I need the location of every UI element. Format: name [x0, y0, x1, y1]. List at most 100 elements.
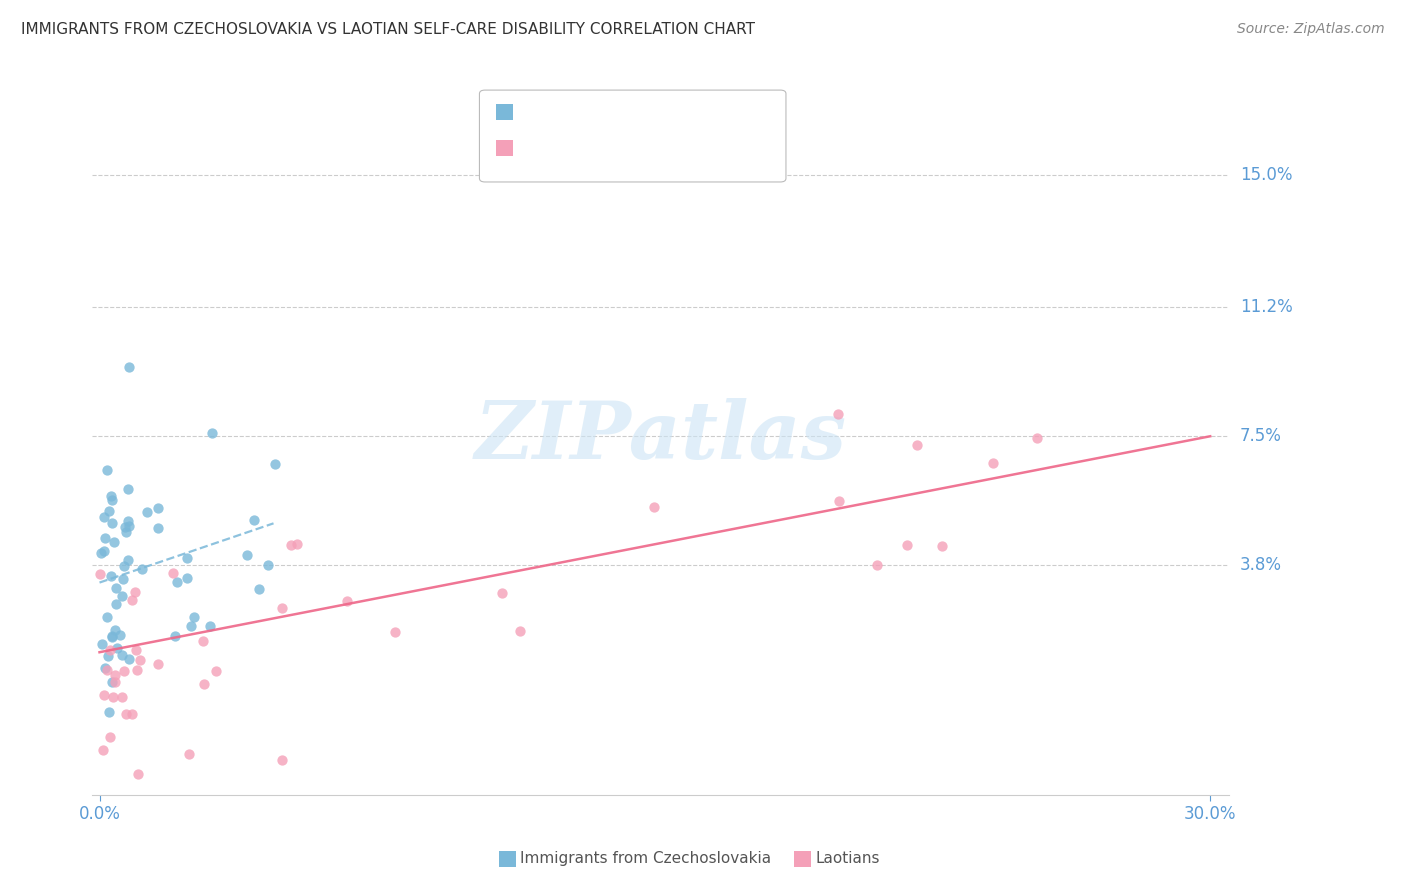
Text: N = 42: N = 42: [682, 142, 740, 156]
Point: [115, 525, 138, 540]
Point: [98, 705, 121, 719]
Point: [125, 663, 148, 677]
Point: [112, 559, 135, 574]
Point: [384, 625, 406, 640]
Point: [101, 690, 124, 705]
Point: [146, 657, 169, 672]
Point: [97, 648, 120, 663]
Point: [256, 558, 278, 573]
Point: [117, 519, 139, 533]
Point: [90, 637, 112, 651]
Point: [101, 493, 124, 508]
Point: [93, 689, 115, 703]
Point: [191, 634, 214, 648]
Point: [263, 457, 285, 471]
Point: [131, 562, 153, 576]
Point: [100, 569, 122, 583]
Point: [91, 743, 114, 757]
Point: [94, 661, 117, 675]
Point: [114, 520, 136, 534]
Point: [509, 624, 531, 638]
Point: [643, 500, 665, 514]
Point: [491, 586, 513, 600]
Point: [98, 730, 121, 744]
Point: [98, 643, 121, 657]
Text: IMMIGRANTS FROM CZECHOSLOVAKIA VS LAOTIAN SELF-CARE DISABILITY CORRELATION CHART: IMMIGRANTS FROM CZECHOSLOVAKIA VS LAOTIA…: [21, 22, 755, 37]
Point: [205, 664, 228, 678]
Point: [931, 539, 953, 553]
Point: [100, 489, 122, 503]
Point: [125, 642, 148, 657]
Point: [280, 538, 302, 552]
Point: [96, 610, 118, 624]
Point: [127, 767, 149, 781]
Point: [118, 359, 141, 374]
Point: [129, 652, 152, 666]
Point: [111, 648, 134, 663]
Point: [111, 690, 134, 704]
Point: [828, 494, 851, 508]
Point: [100, 631, 122, 645]
Point: [117, 482, 139, 496]
Point: [198, 619, 221, 633]
Point: [271, 600, 294, 615]
Point: [247, 582, 270, 596]
Text: 15.0%: 15.0%: [1240, 166, 1292, 184]
Point: [201, 425, 224, 440]
Point: [94, 531, 117, 545]
Point: [165, 629, 187, 643]
Text: Laotians: Laotians: [815, 851, 880, 865]
Text: ZIPatlas: ZIPatlas: [474, 398, 846, 475]
Point: [336, 594, 359, 608]
Point: [135, 505, 157, 519]
Point: [866, 558, 889, 572]
Point: [96, 463, 118, 477]
Point: [110, 628, 132, 642]
Point: [162, 566, 184, 580]
Point: [101, 675, 124, 690]
Point: [176, 571, 198, 585]
Point: [121, 593, 143, 607]
Point: [271, 753, 294, 767]
Point: [96, 663, 118, 677]
Point: [105, 641, 128, 656]
Point: [101, 629, 124, 643]
Point: [103, 535, 125, 549]
Point: [243, 513, 266, 527]
Point: [117, 552, 139, 566]
Text: N = 53: N = 53: [682, 106, 740, 120]
Point: [285, 536, 308, 550]
Point: [183, 610, 205, 624]
Point: [176, 551, 198, 566]
Point: [193, 677, 215, 691]
Point: [90, 546, 112, 560]
Point: [177, 747, 200, 761]
Point: [104, 668, 127, 682]
Point: [981, 456, 1004, 470]
Point: [104, 675, 127, 690]
Point: [905, 438, 928, 452]
Point: [148, 501, 170, 516]
Point: [117, 514, 139, 528]
Point: [166, 574, 188, 589]
Text: 3.8%: 3.8%: [1240, 556, 1282, 574]
Point: [101, 516, 124, 530]
Point: [115, 707, 138, 722]
Point: [105, 582, 128, 596]
Point: [1025, 431, 1047, 445]
Point: [112, 664, 135, 678]
Point: [180, 619, 202, 633]
Text: Immigrants from Czechoslovakia: Immigrants from Czechoslovakia: [520, 851, 772, 865]
Point: [121, 706, 143, 721]
Text: 11.2%: 11.2%: [1240, 298, 1292, 317]
Point: [105, 597, 128, 611]
Text: Source: ZipAtlas.com: Source: ZipAtlas.com: [1237, 22, 1385, 37]
Point: [93, 510, 115, 524]
Point: [97, 504, 120, 518]
Point: [118, 652, 141, 666]
Point: [896, 538, 918, 552]
Point: [89, 567, 111, 582]
Point: [112, 572, 135, 586]
Point: [146, 521, 169, 535]
Text: R =  0.190: R = 0.190: [520, 106, 602, 120]
